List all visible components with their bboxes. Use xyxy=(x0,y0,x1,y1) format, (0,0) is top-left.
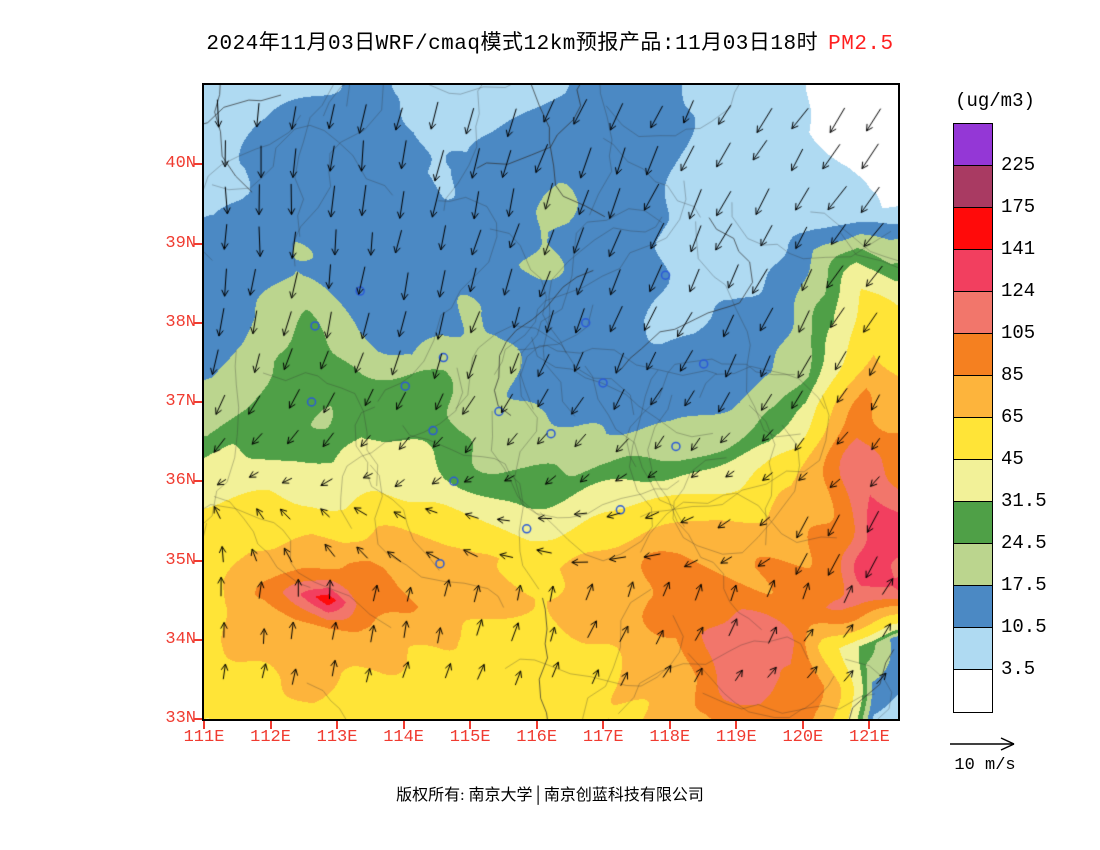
lon-tick-mark xyxy=(801,721,804,729)
colorbar-tick-label: 85 xyxy=(1001,364,1024,386)
lat-tick-mark xyxy=(194,163,202,166)
lon-tick-mark xyxy=(868,721,871,729)
colorbar-swatch xyxy=(954,670,992,712)
lon-tick-mark xyxy=(203,721,205,729)
lat-tick-mark xyxy=(194,480,202,483)
colorbar-tick-label: 225 xyxy=(1001,154,1036,176)
chart-title: 2024年11月03日WRF/cmaq模式12km预报产品:11月03日18时 P… xyxy=(0,26,1100,56)
colorbar-tick-label: 105 xyxy=(1001,322,1036,344)
lat-tick-label: 33N xyxy=(165,709,196,728)
lat-tick-label: 39N xyxy=(165,233,196,253)
colorbar-tick-label: 10.5 xyxy=(1001,616,1047,638)
colorbar-tick-label: 124 xyxy=(1001,280,1036,302)
wind-reference-label: 10 m/s xyxy=(954,756,1016,775)
lat-tick-mark xyxy=(194,321,202,324)
colorbar-tick-label: 175 xyxy=(1001,196,1036,218)
colorbar-swatch xyxy=(954,628,992,670)
lon-tick-mark xyxy=(535,721,538,729)
lat-tick-mark xyxy=(194,559,202,562)
lon-tick-label: 121E xyxy=(848,728,890,747)
lat-tick-label: 36N xyxy=(165,471,196,491)
lat-tick-label: 37N xyxy=(165,392,196,411)
colorbar xyxy=(953,123,993,713)
lat-tick-label: 35N xyxy=(165,550,196,570)
lon-tick-mark xyxy=(402,721,405,729)
lat-tick-label: 38N xyxy=(165,312,196,332)
colorbar-swatch xyxy=(954,418,992,460)
colorbar-swatch xyxy=(954,166,992,208)
lat-tick-mark xyxy=(194,401,202,403)
map-panel xyxy=(202,83,900,721)
lon-tick-mark xyxy=(735,721,738,729)
lon-tick-mark xyxy=(469,721,472,729)
colorbar-swatch xyxy=(954,376,992,418)
colorbar-swatch xyxy=(954,544,992,586)
pm25-contour-map xyxy=(204,85,898,719)
lon-tick-mark xyxy=(602,721,605,729)
lon-tick-label: 112E xyxy=(250,728,291,747)
lon-tick-label: 114E xyxy=(383,728,425,747)
colorbar-swatch xyxy=(954,460,992,502)
wind-reference-arrow-icon xyxy=(950,737,1015,751)
chart-title-variable: PM2.5 xyxy=(828,33,894,56)
colorbar-swatch xyxy=(954,124,992,166)
lon-tick-mark xyxy=(336,721,339,729)
copyright-text: 版权所有: 南京大学│南京创蓝科技有限公司 xyxy=(396,787,704,804)
lon-tick-mark xyxy=(269,721,272,729)
colorbar-tick-label: 24.5 xyxy=(1001,532,1047,554)
chart-title-text: 2024年11月03日WRF/cmaq模式12km预报产品:11月03日18时 xyxy=(206,33,819,56)
colorbar-swatch xyxy=(954,334,992,376)
lon-tick-label: 117E xyxy=(582,728,624,747)
lat-tick-mark xyxy=(194,242,202,245)
colorbar-tick-label: 31.5 xyxy=(1001,490,1047,512)
lon-tick-mark xyxy=(668,721,671,729)
colorbar-swatch xyxy=(954,586,992,628)
lon-tick-label: 120E xyxy=(782,728,824,747)
colorbar-swatch xyxy=(954,250,992,292)
lon-tick-label: 119E xyxy=(715,728,757,747)
lon-tick-label: 111E xyxy=(183,728,225,747)
colorbar-tick-label: 65 xyxy=(1001,406,1024,428)
lat-tick-mark xyxy=(194,638,202,641)
lat-tick-label: 34N xyxy=(165,629,196,649)
lon-tick-label: 116E xyxy=(516,728,558,747)
colorbar-units-label: (ug/m3) xyxy=(955,90,1035,112)
colorbar-tick-label: 17.5 xyxy=(1001,574,1047,596)
colorbar-tick-label: 141 xyxy=(1001,238,1036,260)
lon-tick-label: 115E xyxy=(449,728,491,747)
colorbar-swatch xyxy=(954,208,992,250)
lon-tick-label: 113E xyxy=(316,728,358,747)
lat-tick-mark xyxy=(194,718,202,720)
colorbar-swatch xyxy=(954,502,992,544)
lon-tick-label: 118E xyxy=(649,728,691,747)
lat-tick-label: 40N xyxy=(165,154,196,174)
colorbar-tick-label: 45 xyxy=(1001,448,1024,470)
colorbar-swatch xyxy=(954,292,992,334)
colorbar-tick-label: 3.5 xyxy=(1001,658,1036,680)
